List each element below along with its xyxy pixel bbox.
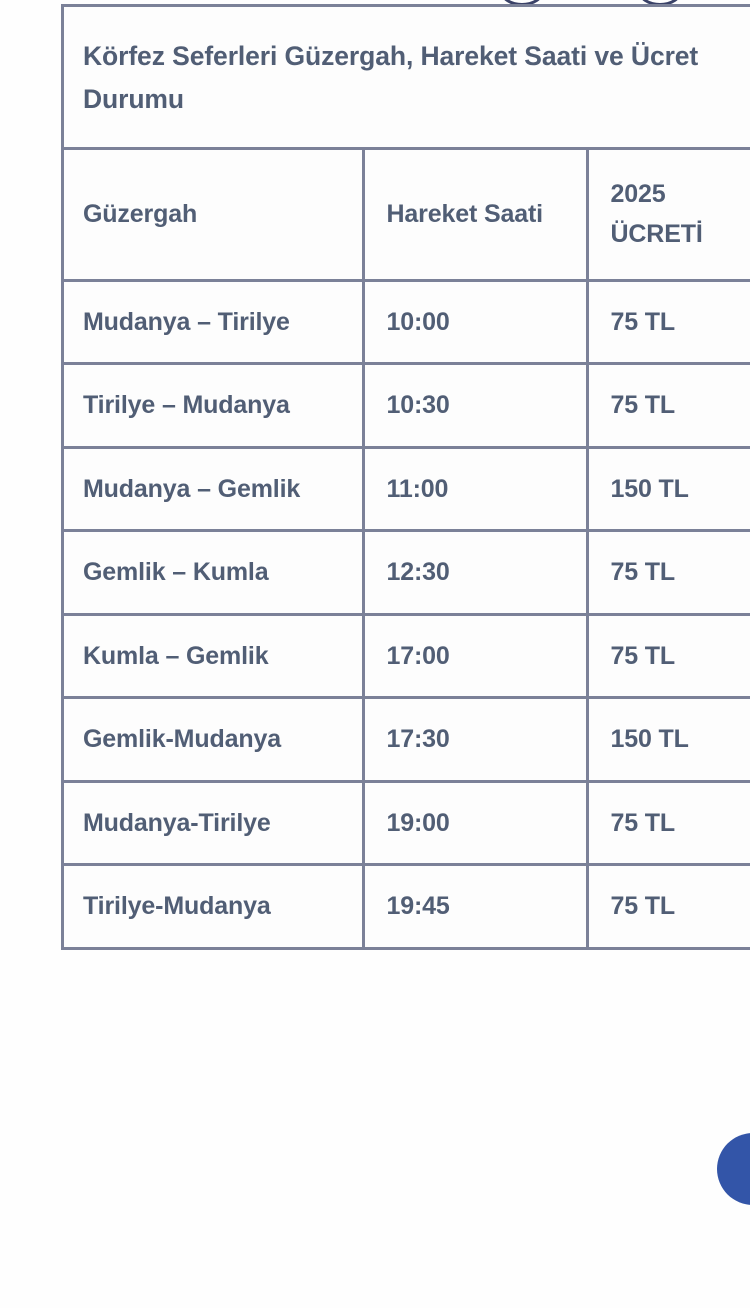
column-header-time: Hareket Saati <box>363 146 589 282</box>
cell-time: 12:30 <box>363 529 589 615</box>
table-row: Tirilye – Mudanya 10:30 75 TL <box>64 362 750 448</box>
cell-time: 19:45 <box>363 863 589 950</box>
cell-route: Gemlik-Mudanya <box>64 696 365 782</box>
cell-fare: 150 TL <box>587 445 750 531</box>
table-row: Kumla – Gemlik 17:00 75 TL <box>64 612 750 698</box>
table-row: Mudanya-Tirilye 19:00 75 TL <box>64 779 750 865</box>
column-header-fare: 2025 ÜCRETİ <box>587 146 750 282</box>
table-row: Gemlik – Kumla 12:30 75 TL <box>64 529 750 615</box>
cell-route: Mudanya – Tirilye <box>64 278 365 364</box>
cell-route: Kumla – Gemlik <box>64 612 365 698</box>
page-title: Körfez Seferleri Güzergah, Hareket Saati… <box>83 41 699 114</box>
cell-fare: 75 TL <box>587 362 750 448</box>
fare-table: Güzergah Hareket Saati 2025 ÜCRETİ Mudan… <box>64 146 750 950</box>
cell-fare: 75 TL <box>587 779 750 865</box>
cell-route: Tirilye-Mudanya <box>64 863 365 950</box>
table-row: Mudanya – Tirilye 10:00 75 TL <box>64 278 750 364</box>
cell-route: Tirilye – Mudanya <box>64 362 365 448</box>
fare-table-card: Körfez Seferleri Güzergah, Hareket Saati… <box>61 4 750 950</box>
cell-time: 10:30 <box>363 362 589 448</box>
cell-route: Gemlik – Kumla <box>64 529 365 615</box>
table-row: Gemlik-Mudanya 17:30 150 TL <box>64 696 750 782</box>
table-row: Mudanya – Gemlik 11:00 150 TL <box>64 445 750 531</box>
cell-time: 11:00 <box>363 445 589 531</box>
cell-fare: 75 TL <box>587 863 750 950</box>
table-body: Mudanya – Tirilye 10:00 75 TL Tirilye – … <box>64 278 750 950</box>
cell-fare: 75 TL <box>587 612 750 698</box>
cell-route: Mudanya-Tirilye <box>64 779 365 865</box>
cell-time: 17:30 <box>363 696 589 782</box>
cell-time: 19:00 <box>363 779 589 865</box>
table-header-row: Güzergah Hareket Saati 2025 ÜCRETİ <box>64 146 750 282</box>
cell-time: 17:00 <box>363 612 589 698</box>
table-row: Tirilye-Mudanya 19:45 75 TL <box>64 863 750 950</box>
cell-route: Mudanya – Gemlik <box>64 445 365 531</box>
cell-fare: 75 TL <box>587 529 750 615</box>
cell-fare: 75 TL <box>587 278 750 364</box>
column-header-route: Güzergah <box>64 146 365 282</box>
cell-fare: 150 TL <box>587 696 750 782</box>
floating-action-button[interactable] <box>717 1133 750 1205</box>
cell-time: 10:00 <box>363 278 589 364</box>
